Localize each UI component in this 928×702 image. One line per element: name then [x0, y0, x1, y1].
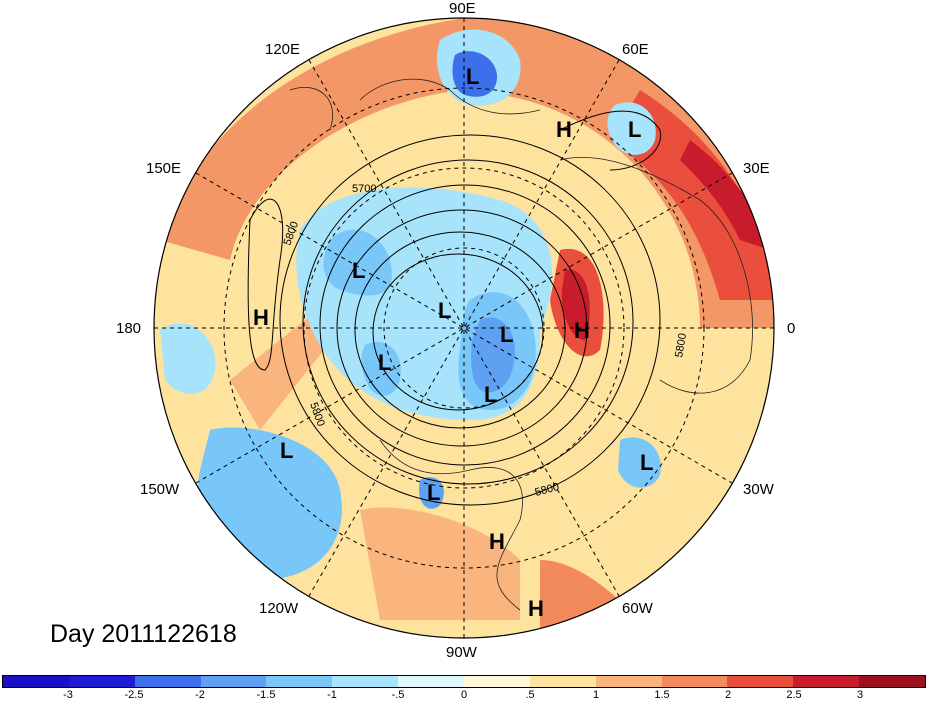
colorbar-tick: .5 [525, 689, 535, 701]
longitude-label-150w: 150W [140, 481, 180, 498]
longitude-label-0: 0 [787, 320, 796, 337]
longitude-label-90w: 90W [446, 644, 477, 661]
colorbar-tick: 0 [460, 689, 468, 701]
contour-label: 5800 [673, 332, 689, 358]
colorbar-cell [68, 676, 135, 687]
colorbar-cell [398, 676, 465, 687]
pressure-center-low: L [484, 382, 497, 407]
map-border [153, 17, 775, 639]
colorbar-tick: -2.5 [124, 689, 144, 701]
longitude-label-90e: 90E [449, 0, 476, 17]
colorbar [2, 675, 926, 688]
contour-label: 5700 [352, 183, 376, 195]
colorbar-tick: 1 [592, 689, 600, 701]
colorbar-cell [859, 676, 926, 687]
colorbar-tick: -2 [195, 689, 205, 701]
pressure-center-low: L [352, 258, 365, 283]
colorbar-tick: 1.5 [654, 689, 670, 701]
colorbar-cell [727, 676, 794, 687]
colorbar-tick: 2 [724, 689, 732, 701]
pressure-center-high: H [574, 318, 590, 343]
pressure-center-low: L [378, 350, 391, 375]
pressure-center-high: H [556, 117, 572, 142]
colorbar-cell [793, 676, 860, 687]
graticule [154, 18, 774, 638]
pressure-center-low: L [438, 298, 451, 323]
longitude-label-120e: 120E [265, 41, 301, 58]
colorbar-cell [134, 676, 201, 687]
colorbar-tick: -.5 [391, 689, 405, 701]
pressure-center-low: L [628, 117, 641, 142]
coastlines [289, 78, 753, 611]
pressure-center-high: H [253, 305, 269, 330]
longitude-label-60e: 60E [622, 41, 649, 58]
pressure-center-low: L [427, 480, 440, 505]
colorbar-cell [266, 676, 333, 687]
colorbar-tick: -1 [327, 689, 337, 701]
colorbar-tick: 3 [856, 689, 864, 701]
colorbar-cell [332, 676, 399, 687]
longitude-label-60w: 60W [622, 600, 653, 617]
colorbar-cell [3, 676, 69, 687]
pressure-center-high: H [489, 529, 505, 554]
pressure-center-low: L [640, 450, 653, 475]
colorbar-cell [200, 676, 267, 687]
pressure-centers: L H L L H L L H L L L L H H L [253, 64, 653, 621]
longitude-label-180: 180 [116, 320, 142, 337]
colorbar-cell [529, 676, 596, 687]
colorbar-tick: 2.5 [786, 689, 802, 701]
pressure-center-low: L [500, 322, 513, 347]
anomaly-field [154, 18, 774, 638]
colorbar-tick: -3 [63, 689, 73, 701]
longitude-label-30w: 30W [743, 481, 774, 498]
colorbar-cell [464, 676, 530, 687]
pressure-center-low: L [280, 438, 293, 463]
date-label: Day 2011122618 [50, 620, 237, 648]
longitude-label-150e: 150E [146, 160, 182, 177]
colorbar-cell [595, 676, 662, 687]
longitude-label-120w: 120W [259, 600, 299, 617]
colorbar-tick: -1.5 [256, 689, 276, 701]
longitude-label-30e: 30E [743, 160, 770, 177]
pressure-center-high: H [528, 596, 544, 621]
pressure-center-low: L [466, 64, 479, 89]
colorbar-cell [661, 676, 728, 687]
